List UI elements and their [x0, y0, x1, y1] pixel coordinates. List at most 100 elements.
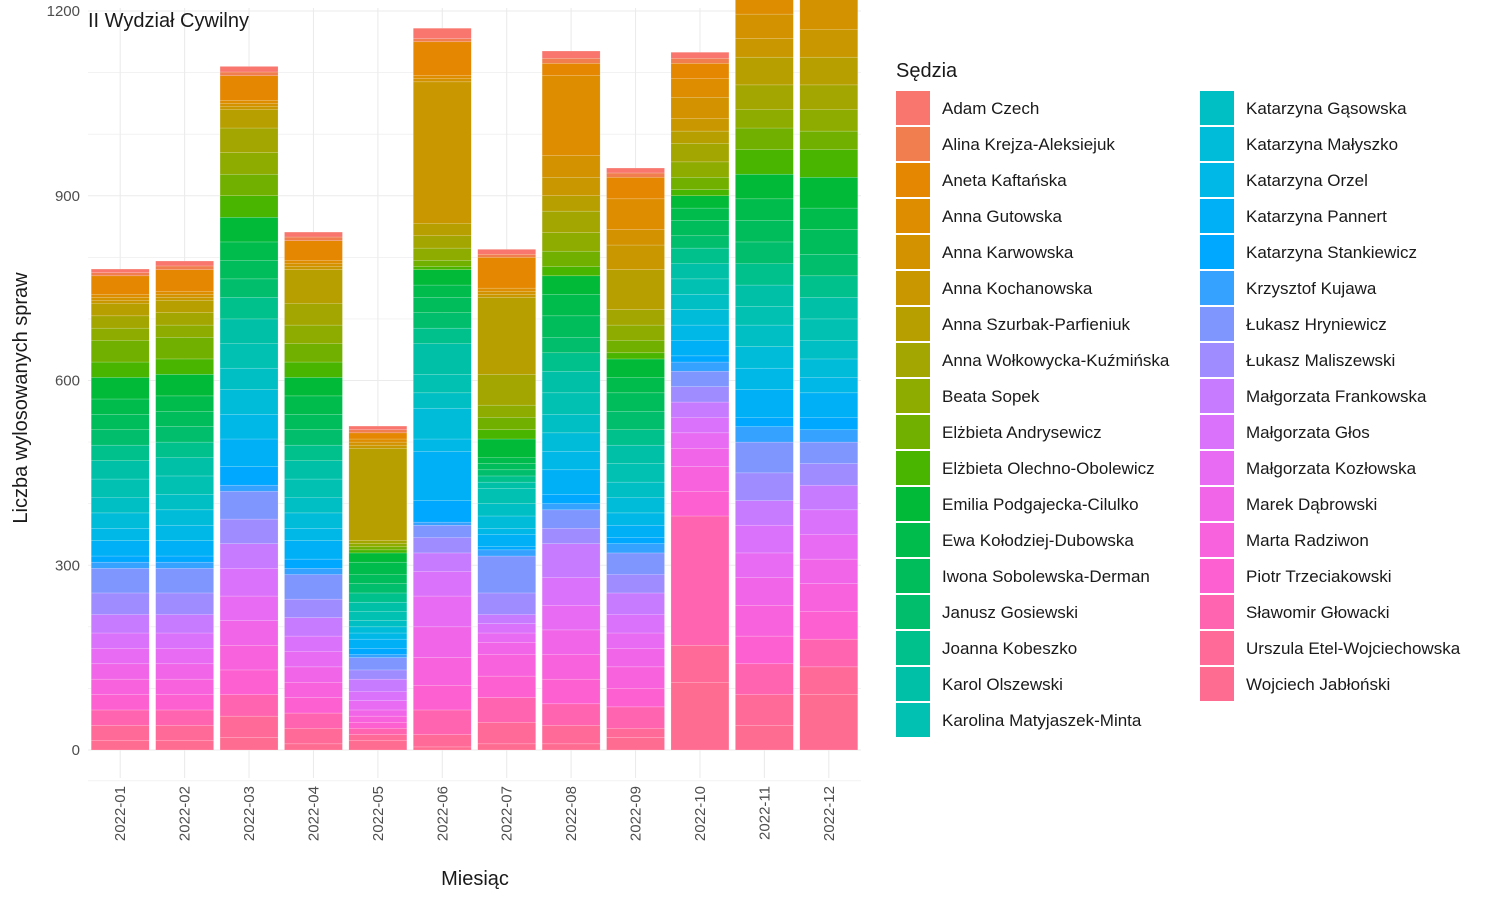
bar-segment [477, 404, 536, 418]
bar-segment [606, 706, 665, 729]
bar-segment [735, 241, 794, 264]
bar-segment [670, 682, 730, 751]
bar-segment [90, 561, 150, 569]
bar-segment [155, 540, 214, 557]
bar-segment [799, 666, 859, 695]
x-axis-ticks: 2022-01 2022-02 2022-03 2022-04 2022-05 2022-… [112, 786, 838, 841]
bar-segment [670, 447, 730, 467]
bar-segment [219, 484, 279, 492]
bar-segment [541, 543, 601, 578]
bar-segment [90, 497, 150, 514]
bar-segment [155, 524, 214, 541]
legend-title: Sędzia [896, 60, 958, 82]
legend-label: Katarzyna Pannert [1246, 207, 1387, 226]
bar-segment [348, 543, 408, 548]
bar-segment [541, 528, 601, 544]
bar-segment [799, 441, 859, 464]
bar-segment [670, 401, 730, 418]
bar-segment [284, 558, 343, 569]
bar-segment [477, 290, 536, 295]
bar-segment [348, 583, 408, 594]
bar-segment [799, 29, 859, 58]
bar-segment [155, 300, 214, 314]
bar-segment [155, 374, 214, 397]
bar-segment [155, 614, 214, 634]
bar-segment [606, 244, 665, 270]
bar-segment [155, 694, 214, 711]
bar-segment [477, 469, 536, 477]
bar-segment [735, 346, 794, 369]
bar-segment [670, 143, 730, 163]
legend-key [896, 631, 930, 665]
bar-segment [90, 398, 150, 415]
bar-segment [219, 669, 279, 695]
bar-segment [799, 130, 859, 150]
bar-segment [284, 528, 343, 541]
legend-key [1200, 667, 1234, 701]
bar-segment [348, 691, 408, 701]
bar-segment [799, 84, 859, 110]
bar-segment [735, 284, 794, 307]
bar-segment [799, 56, 859, 86]
bar-segment [799, 177, 859, 209]
bar-segment [155, 475, 214, 495]
y-tick-label: 0 [72, 742, 80, 759]
legend-key [896, 415, 930, 449]
bar-segment [90, 315, 150, 329]
bar-segment [413, 657, 472, 686]
bar-segment [541, 275, 601, 295]
x-tick-label: 2022-07 [499, 786, 516, 841]
bar-segment [541, 577, 601, 606]
bar-segment [477, 503, 536, 517]
bar-segment [413, 571, 472, 597]
legend-key [896, 199, 930, 233]
bar-segment [155, 457, 214, 477]
bar-segment [219, 106, 279, 110]
legend-label: Janusz Gosiewski [942, 603, 1078, 622]
bar-segment [413, 327, 472, 344]
bar-segment [799, 417, 859, 431]
bar-segment [606, 392, 665, 412]
bar-segment [413, 41, 472, 76]
bar-segment [155, 663, 214, 680]
legend-label: Sławomir Głowacki [1246, 603, 1390, 622]
bar-segment [284, 343, 343, 363]
bar-segment [606, 524, 665, 538]
bar-segment [735, 220, 794, 243]
bar-segment [541, 605, 601, 631]
bar-segment [348, 574, 408, 584]
bar-segment [90, 694, 150, 711]
bar-segment [219, 75, 279, 101]
legend-key [1200, 559, 1234, 593]
bar-segment [348, 620, 408, 628]
bar-segment [219, 568, 279, 597]
x-tick-label: 2022-10 [692, 786, 709, 841]
bar-segment [541, 50, 601, 59]
bar-segment [90, 528, 150, 541]
bar-segment [284, 231, 343, 238]
bar-segment [90, 429, 150, 446]
legend-label: Łukasz Maliszewski [1246, 351, 1395, 370]
bar-segment [90, 678, 150, 695]
bar-segment [670, 189, 730, 196]
bar-segment [284, 429, 343, 446]
bar-segment [606, 340, 665, 354]
bar-segment [284, 444, 343, 461]
bar-segment [155, 592, 214, 615]
bar-segment [219, 66, 279, 73]
bar-segment [413, 38, 472, 43]
bar-segment [348, 626, 408, 634]
bar-segment [670, 355, 730, 363]
bar-segment [90, 460, 150, 480]
bar-segment [284, 712, 343, 729]
bar-segment [799, 340, 859, 360]
bar-segment [735, 663, 794, 695]
bar-segment [735, 38, 794, 58]
bar-segment [90, 303, 150, 317]
bar-segment [348, 438, 408, 443]
bar-segment [284, 574, 343, 600]
bar-segment [284, 303, 343, 326]
y-axis-ticks: 0 300 600 900 1200 [47, 3, 80, 759]
bar-segment [477, 417, 536, 431]
